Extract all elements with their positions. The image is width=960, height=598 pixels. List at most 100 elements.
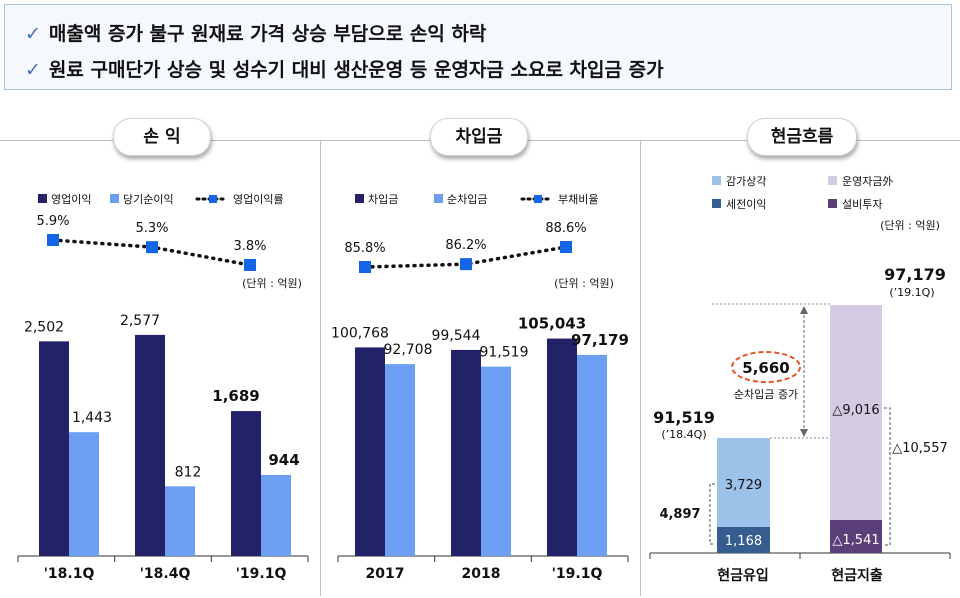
summary-line-2: ✓ 원료 구매단가 상승 및 성수기 대비 생산운영 등 운영자금 소요로 차입금… <box>25 55 664 82</box>
unit-note: (단위 : 억원) <box>242 277 302 290</box>
legend-swatch <box>828 199 837 208</box>
annotation-value: 5,660 <box>742 359 789 377</box>
segment-label: 3,729 <box>725 478 762 493</box>
total-label: 91,519 <box>653 408 715 427</box>
legend-swatch <box>712 176 721 185</box>
bar <box>231 411 261 556</box>
segment-label: 1,168 <box>725 534 762 549</box>
outflow-bar-working-capital <box>830 305 882 520</box>
legend-swatch <box>110 194 119 203</box>
outflow-bar-capex <box>830 520 882 553</box>
x-tick-label: 2018 <box>462 566 501 582</box>
panel-separator <box>320 140 321 596</box>
data-label: 99,544 <box>432 328 481 344</box>
outflow-bracket <box>884 407 891 546</box>
bar <box>135 334 165 556</box>
ratio-label: 3.8% <box>233 239 266 254</box>
data-label: 97,179 <box>571 331 629 349</box>
x-tick-label: '18.1Q <box>44 566 95 582</box>
summary-box: ✓ 매출액 증가 불구 원재료 가격 상승 부담으로 손익 하락 ✓ 원료 구매단가… <box>4 4 952 90</box>
legend-swatch <box>38 194 47 203</box>
legend-label: 부채비율 <box>558 193 598 206</box>
ratio-marker <box>47 234 59 246</box>
bar <box>481 366 511 556</box>
bar <box>547 338 577 556</box>
bar <box>69 432 99 556</box>
x-tick-label: 2017 <box>366 566 405 582</box>
ratio-marker <box>146 241 158 254</box>
legend-label: 당기순이익 <box>123 193 174 206</box>
bar <box>165 486 195 556</box>
ratio-marker <box>460 258 472 271</box>
segment-label: △9,016 <box>832 403 879 418</box>
inflow-bracket <box>709 483 715 545</box>
data-label: 2,502 <box>24 319 64 335</box>
legend-swatch <box>209 195 217 203</box>
profit-panel-title: 손 익 <box>113 118 211 156</box>
ratio-marker <box>560 241 572 253</box>
period-label: (’18.4Q) <box>661 428 706 441</box>
ratio-label: 5.9% <box>36 214 69 229</box>
period-label: (’19.1Q) <box>889 286 934 299</box>
x-tick-label: '19.1Q <box>236 566 287 582</box>
x-tick-label: 현금유입 <box>717 568 769 584</box>
data-label: 1,689 <box>212 387 259 405</box>
legend-swatch <box>534 195 542 203</box>
arrow-head <box>800 429 808 437</box>
legend-label: 영업이익 <box>51 193 91 206</box>
bar <box>39 341 69 556</box>
data-label: 100,768 <box>331 325 389 341</box>
data-label: 2,577 <box>120 313 160 329</box>
data-label: 1,443 <box>72 410 112 426</box>
checkmark-icon: ✓ <box>25 23 41 45</box>
segment-label: △1,541 <box>832 533 879 548</box>
legend-swatch <box>828 176 837 185</box>
summary-line-1: ✓ 매출액 증가 불구 원재료 가격 상승 부담으로 손익 하락 <box>25 19 486 46</box>
sum-label: 4,897 <box>659 507 700 522</box>
panel-separator <box>640 140 641 596</box>
unit-note: (단위 : 억원) <box>554 277 614 290</box>
data-label: 105,043 <box>518 315 586 333</box>
legend-label: 운영자금外 <box>842 175 893 188</box>
ratio-line <box>363 245 568 269</box>
data-label: 812 <box>175 464 202 480</box>
data-label: 92,708 <box>384 342 433 358</box>
total-label: 97,179 <box>884 265 946 284</box>
data-label: 944 <box>268 451 299 469</box>
unit-note: (단위 : 억원) <box>880 219 940 232</box>
data-label: 91,519 <box>480 345 529 361</box>
bar <box>451 349 481 556</box>
bar <box>261 475 291 556</box>
legend-swatch <box>355 194 364 203</box>
inflow-bar-depreciation <box>717 438 770 527</box>
bar <box>385 364 415 556</box>
legend-label: 설비투자 <box>842 198 882 211</box>
legend-label: 순차입금 <box>447 193 487 206</box>
ratio-label: 88.6% <box>545 221 586 236</box>
arrow-head <box>800 306 808 314</box>
legend-label: 세전이익 <box>726 198 766 211</box>
ratio-label: 85.8% <box>344 241 385 256</box>
ratio-label: 86.2% <box>445 238 486 253</box>
sum-label: △10,557 <box>892 441 948 456</box>
x-tick-label: 현금지출 <box>831 567 883 584</box>
legend-swatch <box>712 199 721 208</box>
debt-panel-title: 차입금 <box>430 118 528 156</box>
legend-swatch <box>434 194 443 203</box>
x-tick-label: '18.4Q <box>140 566 191 582</box>
cashflow-panel-title: 현금흐름 <box>747 118 857 156</box>
highlight-ellipse <box>731 351 801 383</box>
annotation-label: 순차입금 증가 <box>734 388 798 401</box>
summary-text-2: 원료 구매단가 상승 및 성수기 대비 생산운영 등 운영자금 소요로 차입금 … <box>48 59 664 81</box>
legend-label: 차입금 <box>368 193 398 206</box>
summary-text-1: 매출액 증가 불구 원재료 가격 상승 부담으로 손익 하락 <box>48 23 487 45</box>
inflow-bar-pretax <box>717 527 770 553</box>
ratio-marker <box>359 261 371 273</box>
ratio-label: 5.3% <box>135 221 168 236</box>
bar <box>355 347 385 556</box>
legend-label: 영업이익률 <box>233 193 284 206</box>
legend-label: 감가상각 <box>726 175 766 188</box>
checkmark-icon: ✓ <box>25 59 41 81</box>
ratio-marker <box>244 259 256 271</box>
